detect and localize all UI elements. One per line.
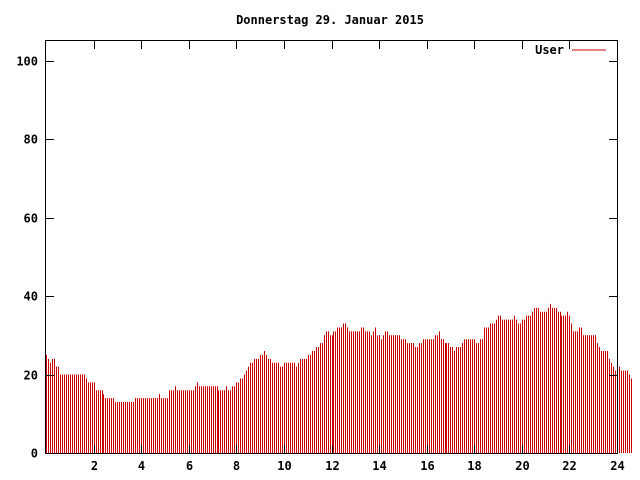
x-tick-label: 16 bbox=[420, 459, 434, 473]
x-tick-label: 6 bbox=[186, 459, 193, 473]
plot-frame bbox=[45, 40, 618, 454]
y-tick-label: 20 bbox=[24, 369, 38, 383]
x-tick-label: 4 bbox=[138, 459, 145, 473]
y-tick-label: 60 bbox=[24, 212, 38, 226]
chart-title: Donnerstag 29. Januar 2015 bbox=[236, 13, 424, 27]
x-tick-label: 12 bbox=[325, 459, 339, 473]
y-tick-label: 40 bbox=[24, 290, 38, 304]
x-tick-label: 2 bbox=[91, 459, 98, 473]
x-tick-label: 18 bbox=[467, 459, 481, 473]
x-tick-label: 24 bbox=[610, 459, 624, 473]
x-axis: 2 4 6 8 10 12 14 16 18 20 22 24 bbox=[91, 41, 625, 473]
bar-series bbox=[46, 303, 632, 453]
y-tick-label: 80 bbox=[24, 133, 38, 147]
x-tick-label: 14 bbox=[372, 459, 386, 473]
x-tick-label: 22 bbox=[562, 459, 576, 473]
x-tick-label: 10 bbox=[277, 459, 291, 473]
y-tick-label: 0 bbox=[31, 447, 38, 461]
x-tick-label: 20 bbox=[515, 459, 529, 473]
x-tick-label: 8 bbox=[233, 459, 240, 473]
y-tick-label: 100 bbox=[16, 55, 38, 69]
y-axis: 0 20 40 60 80 100 bbox=[16, 55, 617, 461]
legend-label: User bbox=[535, 43, 564, 57]
legend: User bbox=[535, 43, 606, 57]
